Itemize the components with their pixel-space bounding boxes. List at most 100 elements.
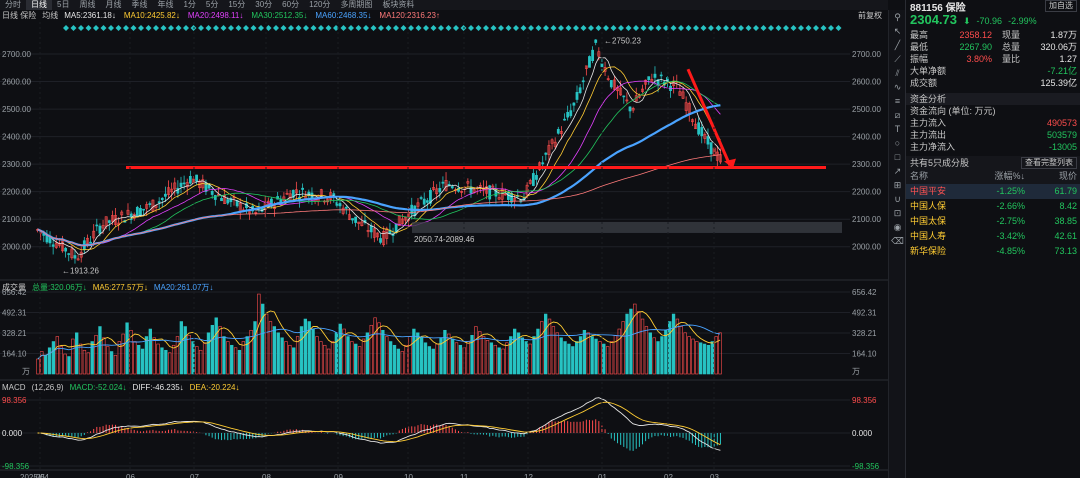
vol-tick-right: 492.31 xyxy=(852,309,877,318)
adjust-button[interactable]: 前复权 xyxy=(858,11,882,20)
y-tick-right: 2000.00 xyxy=(852,243,881,252)
stock-row[interactable]: 中国太保 -2.75% 38.85 xyxy=(910,216,1077,226)
text-icon[interactable]: T xyxy=(894,124,901,134)
period-tab[interactable]: 5分 xyxy=(205,0,219,9)
volume-bar xyxy=(78,343,83,375)
period-tab[interactable]: 月线 xyxy=(105,0,122,9)
stock-row[interactable]: 中国平安 -1.25% 61.79 xyxy=(906,184,1080,199)
volume-bar xyxy=(148,328,152,375)
magnet-icon[interactable]: ∪ xyxy=(894,194,901,204)
candle-body xyxy=(139,208,142,217)
marker-diamond xyxy=(483,25,489,31)
col-pct[interactable]: 涨幅%↓ xyxy=(994,171,1025,181)
marker-diamond xyxy=(130,25,137,31)
main-chart[interactable]: 2700.00 2700.00 2600.00 2600.00 2500.00 2500.… xyxy=(0,22,888,478)
volume-bar xyxy=(470,334,474,375)
candle-body xyxy=(92,230,96,239)
fib-icon[interactable]: ≡ xyxy=(894,96,901,106)
volume-bar xyxy=(702,343,707,375)
period-tab[interactable]: 1分 xyxy=(183,0,196,9)
measure-icon[interactable]: ⊞ xyxy=(893,180,902,190)
candle-body xyxy=(282,196,286,202)
volume-bar xyxy=(140,348,145,375)
stock-row[interactable]: 中国人寿 -3.42% 42.61 xyxy=(910,231,1077,241)
period-tab[interactable]: 30分 xyxy=(255,0,273,9)
arrow-icon[interactable]: ↗ xyxy=(893,166,902,176)
period-tab[interactable]: 年线 xyxy=(157,0,174,9)
macd-label[interactable]: MACD xyxy=(2,383,26,392)
volume-bar xyxy=(516,332,521,375)
volume-bar xyxy=(350,341,354,375)
col-name[interactable]: 名称 xyxy=(910,171,929,181)
period-tab[interactable]: 日线 xyxy=(26,0,52,10)
period-tab[interactable]: 多周期图 xyxy=(340,0,373,9)
volume-bar xyxy=(369,324,373,375)
volume-bar xyxy=(458,344,463,375)
macd-value: MACD:-52.024↓ xyxy=(69,383,127,392)
fund-unit: 资金流向 (单位: 万元) xyxy=(910,106,996,116)
fund-analysis-title[interactable]: 资金分析 xyxy=(906,93,1080,105)
volume-bar xyxy=(346,336,350,375)
ma20-line xyxy=(37,80,721,246)
candle-body xyxy=(694,123,697,129)
candle-body xyxy=(700,127,704,137)
y-tick-left: 2300.00 xyxy=(2,160,31,169)
period-tab[interactable]: 120分 xyxy=(309,0,331,9)
marker-diamond xyxy=(595,25,602,31)
candle-body xyxy=(659,74,663,77)
lock-icon[interactable]: ⊡ xyxy=(893,208,902,218)
period-tab[interactable]: 15分 xyxy=(228,0,246,9)
period-tab[interactable]: 周线 xyxy=(79,0,96,9)
volume-bar xyxy=(450,338,455,375)
volume-bar xyxy=(501,348,505,375)
period-tab[interactable]: 60分 xyxy=(282,0,300,9)
period-tab[interactable]: 分时 xyxy=(5,0,21,9)
add-watchlist-button[interactable]: 加自选 xyxy=(1045,0,1077,12)
wave-icon[interactable]: ∿ xyxy=(893,82,902,92)
candle-body xyxy=(510,192,513,203)
circle-icon[interactable]: ○ xyxy=(894,138,901,148)
stock-row[interactable]: 中国人保 -2.66% 8.42 xyxy=(910,201,1077,211)
volume-bar xyxy=(311,328,315,375)
candle-body xyxy=(497,197,501,200)
volume-bar xyxy=(113,354,118,375)
candle-body xyxy=(254,212,258,214)
candle-body xyxy=(223,195,227,204)
ray-icon[interactable]: ⟋ xyxy=(894,54,901,64)
volume-bar xyxy=(94,334,98,375)
stock-row[interactable]: 新华保险 -4.85% 73.13 xyxy=(910,246,1077,256)
view-list-button[interactable]: 查看完整列表 xyxy=(1021,156,1077,169)
channel-icon[interactable]: ⧄ xyxy=(894,110,901,120)
trash-icon[interactable]: ⌫ xyxy=(891,236,904,246)
volume-bar xyxy=(241,341,246,375)
volume-bar xyxy=(543,313,548,375)
drawing-toolbar: ⚲ ↖ ╱ ⟋ ⫽ ∿ ≡ ⧄ T ○ □ ↗ ⊞ ∪ ⊡ ◉ ⌫ xyxy=(888,10,906,478)
eye-icon[interactable]: ◉ xyxy=(893,222,902,232)
col-price[interactable]: 现价 xyxy=(1058,171,1077,181)
period-tab[interactable]: 季线 xyxy=(131,0,148,9)
marker-diamond xyxy=(813,25,819,31)
pin-icon[interactable]: ⚲ xyxy=(894,12,901,22)
parallel-icon[interactable]: ⫽ xyxy=(895,68,900,78)
volume-bar xyxy=(652,337,656,375)
candle-body xyxy=(170,188,174,193)
candle-body xyxy=(111,215,114,222)
candle-body xyxy=(606,78,610,80)
x-label: 10 xyxy=(404,473,413,478)
ma30-line xyxy=(37,80,721,246)
volume-bar xyxy=(621,321,625,375)
marker-diamond xyxy=(408,25,414,31)
period-tab[interactable]: 5日 xyxy=(57,0,70,9)
period-tab[interactable]: 板块资料 xyxy=(382,0,415,9)
fund-row: 主力净流入 -13005 xyxy=(910,142,1077,152)
marker-diamond xyxy=(370,25,377,31)
cursor-icon[interactable]: ↖ xyxy=(893,26,902,36)
indicator-label[interactable]: 均线 xyxy=(42,11,59,20)
x-label: 08 xyxy=(262,473,271,478)
marker-diamond xyxy=(243,25,249,31)
rect-icon[interactable]: □ xyxy=(894,152,901,162)
marker-diamond xyxy=(100,25,107,31)
line-icon[interactable]: ╱ xyxy=(894,40,901,50)
marker-diamond xyxy=(723,25,729,31)
marker-diamond xyxy=(835,25,842,31)
